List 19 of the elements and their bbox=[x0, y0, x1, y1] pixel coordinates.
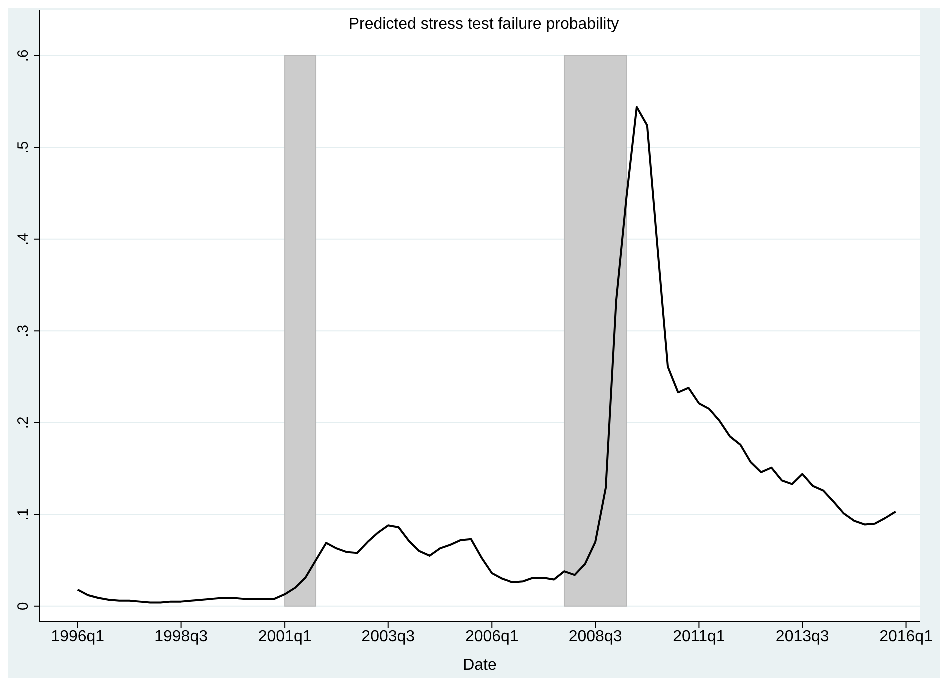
x-tick-label: 2008q3 bbox=[568, 628, 622, 646]
x-tick-label: 2011q1 bbox=[673, 628, 726, 646]
x-tick-label: 2001q1 bbox=[258, 628, 312, 646]
x-tick-label: 1998q3 bbox=[154, 628, 208, 646]
y-tick-label: .1 bbox=[15, 508, 32, 521]
x-tick-label: 2006q1 bbox=[465, 628, 519, 646]
y-tick-label: .3 bbox=[15, 324, 32, 338]
y-tick-label: .6 bbox=[15, 50, 32, 62]
chart-title: Predicted stress test failure probability bbox=[348, 16, 620, 34]
x-tick-label: 2013q3 bbox=[776, 628, 830, 646]
y-tick-label: .5 bbox=[15, 141, 32, 154]
x-tick-label: 1996q1 bbox=[51, 628, 105, 646]
y-tick-label: 0 bbox=[15, 602, 32, 611]
y-tick-label: .2 bbox=[15, 416, 32, 430]
x-axis-title: Date bbox=[463, 657, 497, 674]
x-tick-label: 2016q1 bbox=[880, 628, 934, 646]
line-series bbox=[76, 106, 897, 604]
y-tick-label: .4 bbox=[15, 233, 32, 246]
x-tick-label: 2003q3 bbox=[362, 628, 416, 646]
